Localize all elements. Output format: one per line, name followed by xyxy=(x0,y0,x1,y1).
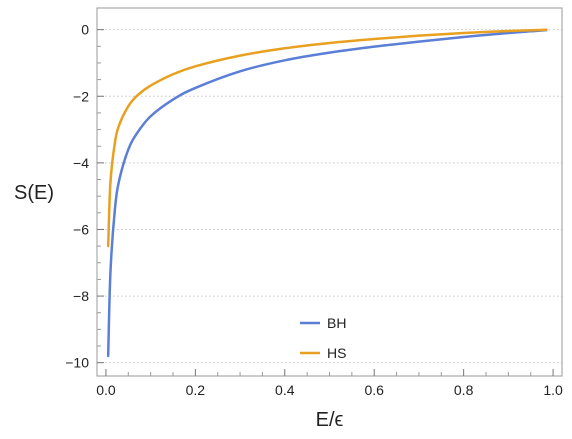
x-tick-label: 0.4 xyxy=(275,382,295,398)
series-layer xyxy=(106,28,548,358)
y-tick-label: −8 xyxy=(73,288,89,304)
grid-layer xyxy=(97,29,562,364)
tick-layer: 0.0 0.2 0.4 0.6 0.8 1.0 0 −2 −4 −6 −8 −10 xyxy=(65,22,563,398)
y-tick-label: −4 xyxy=(73,155,89,171)
x-tick-label: 1.0 xyxy=(543,382,563,398)
x-axis-title: E/ϵ xyxy=(316,409,344,431)
y-tick-label: −6 xyxy=(73,221,89,237)
series-line-bh xyxy=(106,28,548,358)
x-tick-label: 0.2 xyxy=(186,382,206,398)
legend-label-hs: HS xyxy=(327,345,346,361)
legend-label-bh: BH xyxy=(327,315,346,331)
series-line-hs xyxy=(106,28,548,248)
y-tick-label: −10 xyxy=(65,355,89,371)
y-axis-title: S(E) xyxy=(14,182,54,204)
x-tick-label: 0.8 xyxy=(454,382,474,398)
x-tick-label: 0.6 xyxy=(364,382,384,398)
y-tick-label: 0 xyxy=(81,22,89,38)
legend: BH HS xyxy=(300,315,346,361)
x-tick-label: 0.0 xyxy=(96,382,116,398)
y-tick-label: −2 xyxy=(73,88,89,104)
